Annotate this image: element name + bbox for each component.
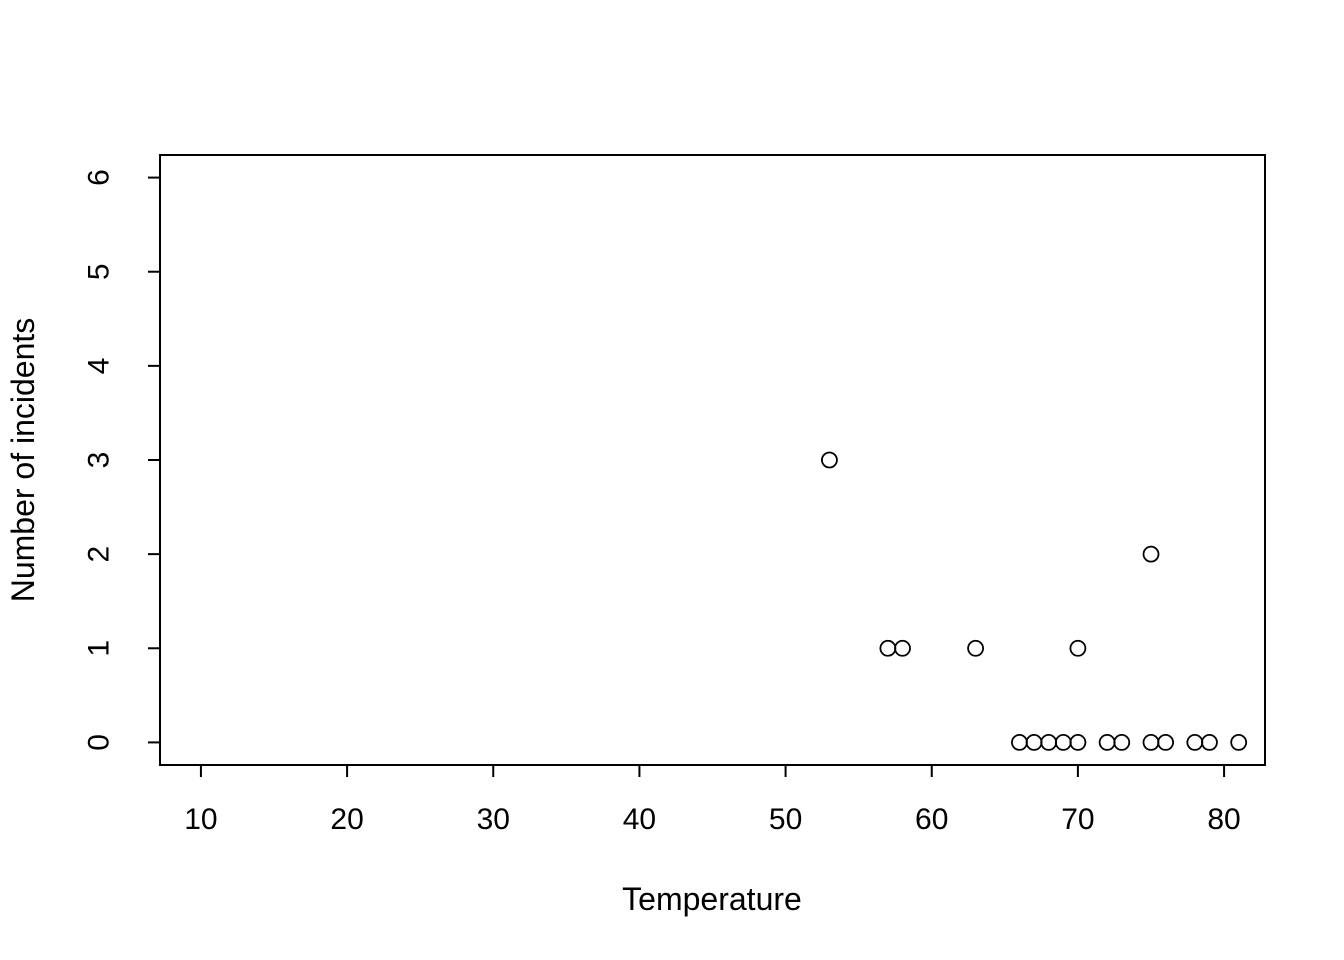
plot-border: [159, 154, 1266, 766]
data-point: [821, 451, 838, 469]
data-point: [1142, 545, 1160, 563]
y-tick-label: 1: [83, 640, 116, 657]
x-tick-label: 60: [915, 803, 948, 836]
x-tick-label: 40: [623, 803, 656, 836]
y-tick-label: 0: [83, 734, 116, 751]
data-point: [1186, 734, 1204, 751]
scatter-points: [821, 451, 1248, 751]
x-tick-label: 30: [477, 803, 510, 836]
data-point: [1142, 734, 1160, 751]
data-point: [1011, 734, 1028, 751]
data-point: [1201, 734, 1218, 751]
y-axis-ticks: 0 1 2 3 4 5 6: [83, 169, 160, 751]
data-point: [967, 639, 984, 657]
y-tick-label: 6: [83, 169, 116, 186]
x-tick-label: 70: [1061, 803, 1094, 836]
data-point: [1098, 734, 1116, 751]
data-point: [1025, 734, 1043, 751]
y-tick-label: 5: [83, 263, 116, 280]
data-point: [1113, 734, 1131, 751]
x-axis-label: Temperature: [622, 881, 802, 917]
x-tick-label: 20: [330, 803, 363, 836]
x-tick-label: 50: [769, 803, 802, 836]
x-axis-ticks: 10 20 30 40 50 60 70 80: [184, 765, 1241, 836]
data-point: [1054, 734, 1072, 751]
x-tick-label: 80: [1207, 803, 1240, 836]
data-point: [894, 639, 911, 657]
data-point: [1157, 734, 1175, 751]
data-point: [1069, 734, 1087, 751]
y-axis-label: Number of incidents: [5, 318, 41, 603]
data-point: [1040, 734, 1058, 751]
y-tick-label: 2: [83, 546, 116, 563]
data-point: [1230, 734, 1248, 751]
y-tick-label: 3: [83, 452, 116, 469]
data-point: [879, 639, 897, 657]
data-point: [1069, 639, 1087, 657]
x-tick-label: 10: [184, 803, 217, 836]
y-tick-label: 4: [83, 358, 116, 375]
